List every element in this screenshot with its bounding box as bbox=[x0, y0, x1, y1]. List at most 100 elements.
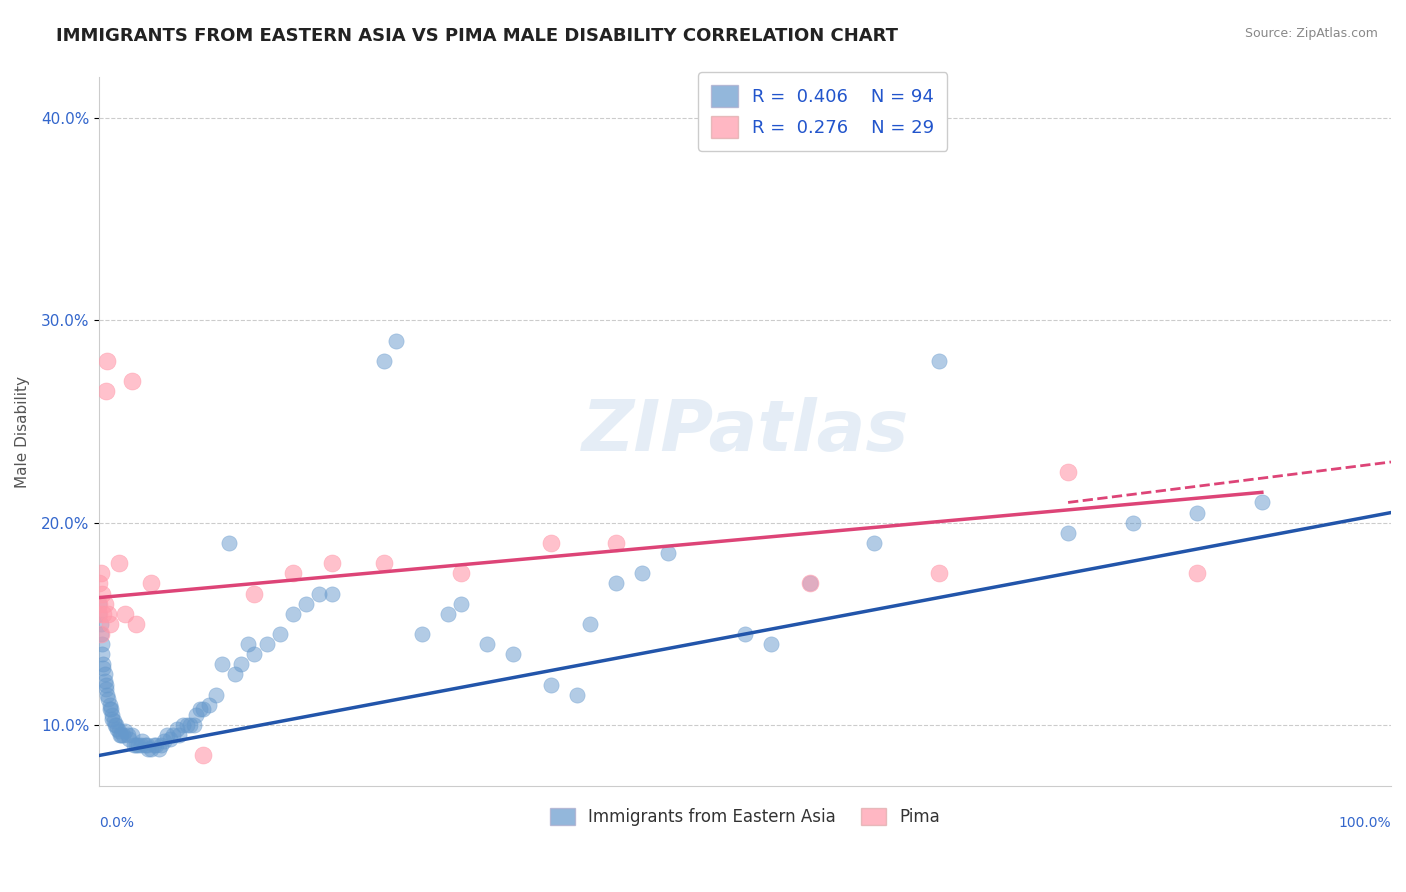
Point bbox=[124, 739, 146, 753]
Point bbox=[93, 673, 115, 688]
Point bbox=[93, 597, 115, 611]
Point bbox=[139, 742, 162, 756]
Point bbox=[89, 597, 111, 611]
Point bbox=[142, 739, 165, 753]
Point bbox=[162, 728, 184, 742]
Point bbox=[153, 734, 176, 748]
Point bbox=[90, 616, 112, 631]
Point bbox=[218, 536, 240, 550]
Point bbox=[89, 607, 111, 621]
Point bbox=[1187, 506, 1209, 520]
Point bbox=[89, 576, 111, 591]
Point bbox=[127, 739, 149, 753]
Point bbox=[155, 728, 177, 742]
Point bbox=[176, 718, 198, 732]
Point bbox=[540, 536, 562, 550]
Point bbox=[373, 353, 395, 368]
Point bbox=[1057, 525, 1080, 540]
Point bbox=[90, 647, 112, 661]
Point bbox=[321, 586, 343, 600]
Point bbox=[475, 637, 498, 651]
Point bbox=[129, 739, 152, 753]
Point bbox=[437, 607, 460, 621]
Point bbox=[281, 607, 304, 621]
Point bbox=[97, 691, 120, 706]
Point bbox=[450, 597, 472, 611]
Point bbox=[630, 566, 652, 581]
Point bbox=[321, 556, 343, 570]
Point bbox=[186, 708, 208, 723]
Point bbox=[111, 728, 134, 742]
Point bbox=[450, 566, 472, 581]
Point bbox=[269, 627, 291, 641]
Point bbox=[108, 728, 131, 742]
Point bbox=[124, 616, 146, 631]
Point bbox=[91, 607, 114, 621]
Point bbox=[928, 353, 950, 368]
Point bbox=[90, 627, 112, 641]
Point bbox=[118, 732, 141, 747]
Point bbox=[103, 714, 125, 728]
Point bbox=[188, 702, 211, 716]
Point bbox=[90, 566, 112, 581]
Text: Source: ZipAtlas.com: Source: ZipAtlas.com bbox=[1244, 27, 1378, 40]
Point bbox=[295, 597, 318, 611]
Point bbox=[373, 556, 395, 570]
Point bbox=[159, 732, 181, 747]
Point bbox=[94, 677, 117, 691]
Point bbox=[98, 702, 121, 716]
Point bbox=[107, 724, 129, 739]
Point bbox=[107, 556, 129, 570]
Point bbox=[148, 742, 170, 756]
Text: 0.0%: 0.0% bbox=[100, 816, 135, 830]
Point bbox=[1250, 495, 1272, 509]
Point bbox=[104, 718, 127, 732]
Point bbox=[169, 728, 191, 742]
Point bbox=[110, 728, 132, 742]
Point bbox=[198, 698, 221, 712]
Point bbox=[243, 647, 266, 661]
Point bbox=[138, 742, 160, 756]
Point bbox=[502, 647, 524, 661]
Point bbox=[411, 627, 433, 641]
Point bbox=[308, 586, 330, 600]
Point bbox=[94, 681, 117, 696]
Point bbox=[117, 728, 139, 742]
Point bbox=[172, 718, 194, 732]
Point bbox=[107, 722, 129, 736]
Point bbox=[385, 334, 408, 348]
Point bbox=[799, 576, 821, 591]
Point bbox=[1187, 566, 1209, 581]
Point bbox=[605, 536, 627, 550]
Point bbox=[236, 637, 259, 651]
Point bbox=[231, 657, 253, 672]
Point bbox=[657, 546, 679, 560]
Point bbox=[540, 677, 562, 691]
Point bbox=[863, 536, 886, 550]
Point bbox=[90, 637, 112, 651]
Point bbox=[101, 708, 124, 723]
Point bbox=[734, 627, 756, 641]
Point bbox=[131, 734, 153, 748]
Point bbox=[121, 728, 143, 742]
Point bbox=[114, 607, 136, 621]
Point bbox=[605, 576, 627, 591]
Point bbox=[243, 586, 266, 600]
Point bbox=[928, 566, 950, 581]
Point bbox=[98, 698, 121, 712]
Point bbox=[799, 576, 821, 591]
Point bbox=[97, 607, 120, 621]
Point bbox=[90, 627, 112, 641]
Point bbox=[100, 702, 122, 716]
Point bbox=[121, 374, 143, 388]
Point bbox=[166, 722, 188, 736]
Point bbox=[136, 739, 159, 753]
Y-axis label: Male Disability: Male Disability bbox=[15, 376, 30, 488]
Point bbox=[134, 739, 156, 753]
Point bbox=[89, 607, 111, 621]
Text: ZIPatlas: ZIPatlas bbox=[582, 397, 908, 467]
Point bbox=[139, 576, 162, 591]
Point bbox=[256, 637, 278, 651]
Point bbox=[101, 712, 124, 726]
Point bbox=[150, 739, 173, 753]
